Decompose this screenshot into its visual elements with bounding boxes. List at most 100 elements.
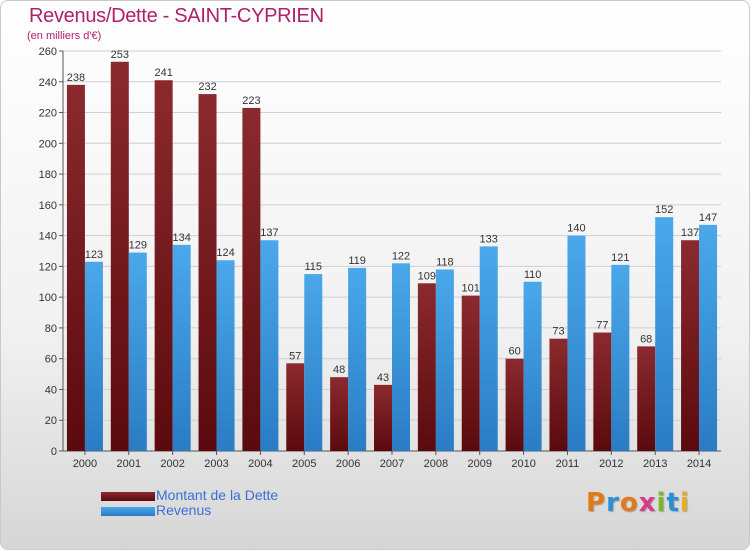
x-tick-label: 2014	[687, 458, 711, 470]
value-label-revenus: 119	[348, 255, 366, 267]
bar-dette	[637, 346, 656, 451]
y-tick-label: 80	[45, 323, 57, 335]
bar-revenus	[84, 261, 103, 451]
bar-dette	[505, 358, 524, 451]
value-label-dette: 238	[67, 72, 85, 84]
bar-dette	[681, 240, 700, 451]
bar-revenus	[435, 269, 454, 451]
bar-revenus	[128, 252, 147, 451]
bar-revenus	[216, 260, 235, 451]
axes: 0 20 40 60 80 100 120 140 160 180 200 220 240 260 2000…	[39, 46, 721, 470]
value-label-revenus: 133	[480, 233, 498, 245]
y-tick-label: 20	[45, 415, 57, 427]
bar-dette	[374, 384, 392, 451]
value-label-revenus: 121	[611, 252, 629, 264]
y-tick-label: 60	[45, 354, 57, 366]
y-tick-label: 100	[39, 292, 57, 304]
value-label-revenus: 110	[524, 269, 542, 281]
value-label-revenus: 129	[129, 240, 147, 252]
bar-revenus	[260, 240, 279, 451]
bar-revenus	[655, 217, 674, 451]
value-label-dette: 253	[111, 49, 129, 61]
value-label-dette: 101	[462, 283, 480, 295]
y-tick-label: 200	[39, 138, 57, 150]
x-tick-label: 2000	[73, 458, 97, 470]
value-label-dette: 43	[377, 372, 389, 384]
bar-revenus	[348, 267, 367, 451]
bar-dette	[198, 94, 217, 452]
bar-dette	[330, 377, 349, 451]
bar-dette	[110, 61, 129, 452]
bar-revenus	[699, 224, 718, 451]
logo-letter: t	[666, 488, 680, 518]
value-label-dette: 57	[289, 350, 301, 362]
legend-label-revenus: Revenus	[156, 502, 212, 518]
value-label-revenus: 122	[392, 250, 410, 262]
x-tick-label: 2011	[556, 458, 580, 470]
bar-revenus	[172, 244, 191, 451]
value-labels: 238 123 253 129 241 134 232 124 223 137 57 115 48 119…	[67, 49, 717, 384]
value-label-revenus: 123	[85, 249, 103, 261]
value-label-revenus: 147	[699, 212, 717, 224]
x-tick-label: 2013	[643, 458, 667, 470]
x-tick-label: 2001	[117, 458, 141, 470]
logo-letter: o	[619, 488, 639, 518]
x-tick-label: 2012	[599, 458, 623, 470]
bar-dette	[417, 283, 436, 451]
legend-label-debt: Montant de la Dette	[156, 487, 279, 503]
bar-dette	[461, 295, 480, 451]
y-tick-label: 0	[51, 446, 57, 458]
y-tick-label: 240	[39, 77, 57, 89]
value-label-revenus: 140	[567, 223, 585, 235]
value-label-dette: 48	[333, 364, 345, 376]
legend-swatch-debt	[101, 492, 155, 501]
y-tick-label: 220	[39, 108, 57, 120]
y-tick-label: 120	[39, 261, 57, 273]
bar-revenus	[611, 264, 630, 451]
bars	[66, 61, 718, 452]
bar-revenus	[479, 246, 498, 451]
value-label-dette: 73	[552, 326, 564, 338]
value-label-revenus: 115	[304, 261, 322, 273]
value-label-revenus: 134	[172, 232, 190, 244]
bar-dette	[286, 363, 305, 451]
bar-revenus	[567, 235, 586, 451]
value-label-revenus: 124	[216, 247, 234, 259]
y-tick-label: 180	[39, 169, 57, 181]
value-label-dette: 77	[596, 320, 608, 332]
x-tick-label: 2004	[248, 458, 272, 470]
bar-revenus	[304, 274, 323, 451]
x-tick-label: 2003	[204, 458, 228, 470]
value-label-revenus: 118	[436, 256, 454, 268]
x-tick-label: 2009	[467, 458, 491, 470]
legend-swatch-revenus	[101, 507, 155, 516]
bar-dette	[549, 338, 568, 451]
value-label-revenus: 152	[655, 204, 673, 216]
chart-title: Revenus/Dette - SAINT-CYPRIEN	[29, 5, 324, 27]
bar-revenus	[523, 281, 542, 451]
y-tick-label: 140	[39, 231, 57, 243]
x-tick-label: 2008	[424, 458, 448, 470]
value-label-dette: 223	[242, 95, 260, 107]
bar-dette	[593, 332, 612, 451]
value-label-dette: 232	[198, 81, 216, 93]
y-tick-label: 40	[45, 384, 57, 396]
value-label-dette: 60	[508, 346, 520, 358]
x-tick-label: 2007	[380, 458, 404, 470]
x-tick-label: 2006	[336, 458, 360, 470]
bar-dette	[66, 84, 85, 451]
y-tick-label: 160	[39, 200, 57, 212]
value-label-dette: 241	[154, 67, 172, 79]
logo-letter: i	[679, 488, 690, 518]
logo-letter: x	[638, 488, 657, 518]
y-tick-label: 260	[39, 46, 57, 58]
bar-revenus	[392, 263, 410, 451]
x-tick-label: 2005	[292, 458, 316, 470]
bar-dette	[154, 80, 173, 451]
logo-letter: i	[656, 488, 667, 518]
value-label-dette: 68	[640, 333, 652, 345]
logo-letter: P	[586, 488, 607, 518]
bar-dette	[242, 107, 261, 451]
